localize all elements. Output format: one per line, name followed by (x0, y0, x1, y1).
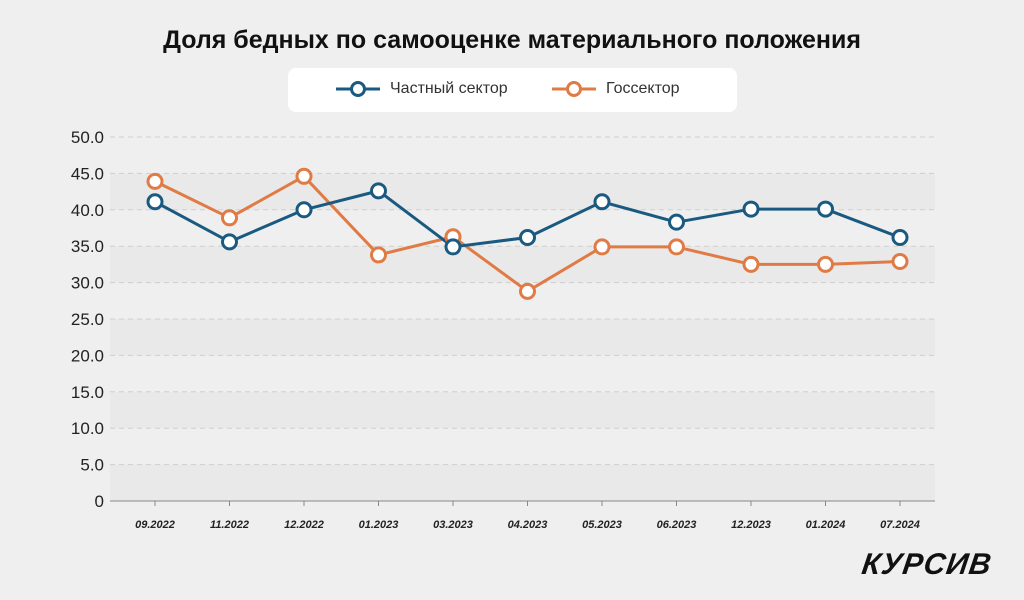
x-tick-label: 12.2023 (731, 519, 771, 531)
data-point-private (593, 193, 611, 211)
data-point-public (519, 282, 536, 300)
legend-label-private: Частный сектор (390, 80, 508, 97)
legend-label-public: Госсектор (606, 80, 680, 97)
grid-band (110, 391, 935, 429)
y-tick-label: 40.0 (71, 201, 104, 220)
legend: Частный сектор Госсектор (288, 68, 737, 112)
kursiv-logo: КУРСИВ (860, 548, 995, 581)
data-point-public (370, 246, 387, 264)
legend-item-public: Госсектор (552, 80, 680, 98)
y-tick-label: 45.0 (71, 164, 104, 183)
data-point-private (891, 228, 909, 246)
x-tick-label: 05.2023 (582, 519, 622, 531)
data-point-private (295, 201, 313, 219)
chart-title: Доля бедных по самооценке материального … (163, 26, 861, 54)
data-point-private (668, 213, 685, 231)
y-tick-label: 10.0 (71, 419, 104, 438)
x-tick-label: 09.2022 (135, 519, 175, 531)
data-point-public (593, 238, 611, 256)
legend-marker-public (552, 81, 596, 97)
y-tick-label: 20.0 (71, 346, 104, 365)
y-tick-label: 25.0 (71, 310, 104, 329)
y-tick-label: 0 (95, 492, 104, 511)
data-point-private (146, 193, 164, 211)
grid-band (110, 173, 935, 210)
x-tick-label: 06.2023 (657, 519, 697, 531)
x-tick-label: 03.2023 (433, 519, 473, 531)
data-point-private (370, 182, 387, 200)
x-tick-label: 12.2022 (284, 519, 324, 531)
y-tick-label: 35.0 (71, 237, 104, 256)
x-tick-label: 11.2022 (210, 519, 249, 531)
data-point-public (742, 255, 760, 273)
data-point-public (295, 167, 313, 185)
x-tick-label: 07.2024 (880, 519, 920, 531)
y-tick-label: 50.0 (71, 128, 104, 147)
x-tick-label: 04.2023 (508, 519, 548, 531)
legend-item-private: Частный сектор (336, 80, 508, 98)
x-tick-label: 01.2023 (359, 519, 399, 531)
data-point-public (817, 255, 834, 273)
y-tick-label: 15.0 (71, 383, 104, 402)
y-tick-label: 30.0 (71, 274, 104, 293)
data-point-public (146, 172, 164, 190)
x-tick-label: 01.2024 (806, 519, 846, 531)
grid-band (110, 464, 935, 501)
data-point-private (444, 238, 462, 256)
data-point-private (742, 200, 760, 218)
data-point-private (817, 200, 834, 218)
data-point-public (891, 252, 909, 270)
data-point-public (668, 238, 685, 256)
y-tick-label: 5.0 (80, 456, 104, 475)
data-point-private (519, 228, 536, 246)
legend-marker-private (336, 81, 380, 97)
data-point-public (221, 209, 238, 227)
data-point-private (221, 233, 238, 251)
grid-band (110, 319, 935, 356)
